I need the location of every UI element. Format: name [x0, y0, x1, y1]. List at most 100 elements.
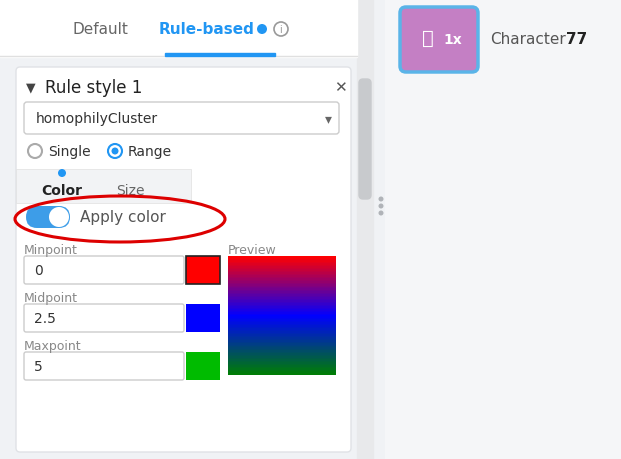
Circle shape	[112, 148, 119, 155]
Bar	[228, 318, 336, 320]
Bar	[228, 287, 336, 289]
Bar	[228, 325, 336, 328]
Bar	[228, 365, 336, 367]
Bar	[228, 281, 336, 283]
Text: Rule style 1: Rule style 1	[45, 79, 142, 97]
Bar	[228, 368, 336, 370]
Text: 0: 0	[34, 263, 43, 277]
Bar	[0, 58, 370, 459]
Bar	[228, 339, 336, 341]
Text: Preview: Preview	[228, 243, 277, 257]
Bar	[228, 359, 336, 361]
Text: Minpoint: Minpoint	[24, 243, 78, 257]
Text: 1x: 1x	[443, 33, 463, 47]
Text: Maxpoint: Maxpoint	[24, 339, 81, 352]
Text: ▼: ▼	[26, 81, 35, 94]
Text: ▾: ▾	[325, 112, 332, 126]
Bar	[0, 0, 370, 58]
Circle shape	[58, 170, 66, 178]
Circle shape	[257, 25, 267, 35]
Bar	[228, 349, 336, 351]
Circle shape	[108, 145, 122, 159]
Bar	[228, 358, 336, 360]
Bar	[228, 292, 336, 294]
Circle shape	[28, 145, 42, 159]
FancyBboxPatch shape	[24, 257, 184, 285]
Text: Color: Color	[42, 184, 83, 197]
Bar	[228, 323, 336, 325]
Bar	[228, 286, 336, 288]
FancyBboxPatch shape	[24, 103, 339, 134]
Bar	[228, 353, 336, 356]
Bar	[228, 271, 336, 273]
Bar	[228, 289, 336, 291]
Bar	[228, 297, 336, 300]
Bar	[228, 364, 336, 366]
Bar	[16, 170, 191, 203]
Bar	[228, 337, 336, 339]
Circle shape	[49, 207, 69, 228]
Bar	[228, 309, 336, 311]
Bar	[228, 336, 336, 338]
Bar	[228, 296, 336, 298]
Bar	[228, 351, 336, 353]
Bar	[228, 283, 336, 285]
Text: Size: Size	[116, 184, 144, 197]
Bar	[228, 293, 336, 295]
Text: 🎭: 🎭	[422, 28, 434, 47]
Bar	[186, 352, 220, 380]
Bar	[186, 304, 220, 332]
Bar	[228, 355, 336, 357]
Bar	[228, 258, 336, 260]
Bar	[228, 317, 336, 319]
Bar	[228, 345, 336, 347]
Text: Default: Default	[72, 22, 128, 38]
Bar	[228, 275, 336, 278]
Text: i: i	[279, 25, 283, 35]
FancyBboxPatch shape	[359, 80, 371, 200]
Bar	[228, 268, 336, 270]
Bar	[228, 361, 336, 363]
Bar	[228, 313, 336, 314]
Text: Midpoint: Midpoint	[24, 291, 78, 304]
Bar	[228, 343, 336, 345]
Bar	[228, 352, 336, 354]
FancyBboxPatch shape	[400, 8, 478, 73]
Bar	[228, 340, 336, 342]
Bar	[228, 290, 336, 292]
Bar	[228, 264, 336, 266]
FancyBboxPatch shape	[26, 207, 70, 229]
Bar	[228, 274, 336, 276]
Bar	[228, 327, 336, 329]
Bar	[370, 0, 621, 459]
Bar	[228, 267, 336, 269]
Text: Apply color: Apply color	[80, 210, 166, 225]
FancyBboxPatch shape	[24, 352, 184, 380]
Bar	[228, 311, 336, 313]
Bar	[385, 0, 621, 459]
Bar	[357, 0, 373, 459]
Bar	[228, 329, 336, 330]
Bar	[228, 305, 336, 307]
Bar	[228, 370, 336, 372]
Circle shape	[379, 204, 384, 209]
Bar	[228, 308, 336, 310]
Text: Single: Single	[48, 145, 91, 159]
Bar	[228, 273, 336, 274]
Text: Rule-based: Rule-based	[159, 22, 255, 38]
Bar	[228, 367, 336, 369]
Text: 77: 77	[566, 33, 587, 47]
Circle shape	[379, 197, 384, 202]
Bar	[228, 279, 336, 280]
Bar	[228, 257, 336, 258]
Bar	[228, 321, 336, 323]
Bar	[186, 257, 220, 285]
Bar	[228, 259, 336, 261]
Bar	[228, 373, 336, 375]
Bar	[228, 363, 336, 364]
Bar	[228, 348, 336, 350]
Text: 5: 5	[34, 359, 43, 373]
Bar	[228, 265, 336, 267]
FancyBboxPatch shape	[16, 68, 351, 452]
Bar	[228, 320, 336, 322]
